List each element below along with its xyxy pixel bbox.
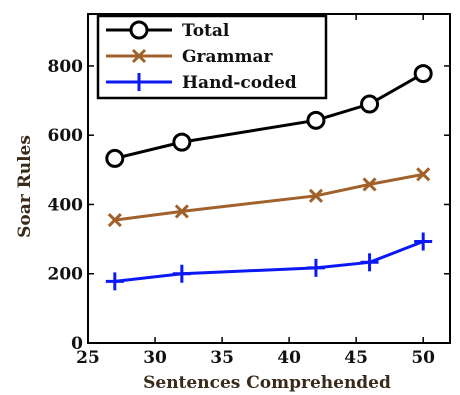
y-tick-label: 200 xyxy=(48,265,84,285)
data-point-grammar xyxy=(107,212,122,228)
legend-marker xyxy=(131,48,147,64)
data-point-total xyxy=(306,110,326,130)
plot-frame xyxy=(87,13,451,344)
data-point-hand-coded xyxy=(360,253,379,272)
x-tick-label: 40 xyxy=(277,348,301,368)
y-tick-label: 600 xyxy=(48,126,84,146)
y-tick-label: 0 xyxy=(71,334,83,354)
x-tick-label: 30 xyxy=(143,348,167,368)
data-point-total xyxy=(172,132,192,152)
data-point-grammar xyxy=(174,204,189,219)
plot-border xyxy=(87,13,451,344)
x-tick-label: 35 xyxy=(210,348,234,368)
legend-label: Hand-coded xyxy=(182,73,297,93)
series-hand-coded xyxy=(105,232,433,291)
data-point-total xyxy=(413,64,433,84)
y-axis-title: Soar Rules xyxy=(15,135,35,238)
x-axis-title: Sentences Comprehended xyxy=(143,373,391,393)
data-point-total xyxy=(360,94,380,114)
data-point-hand-coded xyxy=(414,232,433,251)
x-tick-label: 25 xyxy=(76,348,100,368)
x-tick-label: 45 xyxy=(344,348,368,368)
y-tick-label: 400 xyxy=(48,195,84,215)
series-layer xyxy=(105,64,433,291)
data-point-grammar xyxy=(308,188,323,203)
legend: Total Grammar Hand-coded xyxy=(96,14,328,100)
data-point-grammar xyxy=(416,167,431,182)
legend-entry-hand-coded: Hand-coded xyxy=(106,73,297,93)
legend-marker xyxy=(129,20,149,40)
x-tick-label: 50 xyxy=(411,348,435,368)
y-tick-label: 800 xyxy=(48,57,84,77)
data-point-hand-coded xyxy=(172,264,191,283)
legend-marker xyxy=(130,73,148,91)
y-axis-ticks: 0 200 400 600 800 xyxy=(48,57,450,354)
data-point-hand-coded xyxy=(105,272,124,291)
legend-label: Grammar xyxy=(182,47,273,67)
x-axis-ticks: 25 30 35 40 45 50 xyxy=(76,14,435,368)
data-point-hand-coded xyxy=(306,258,325,277)
series-grammar xyxy=(107,167,431,228)
legend-label: Total xyxy=(182,21,230,41)
legend-entry-total: Total xyxy=(106,20,230,41)
series-total xyxy=(105,64,433,168)
series-line-grammar xyxy=(114,172,424,222)
legend-entry-grammar: Grammar xyxy=(106,47,273,67)
data-point-grammar xyxy=(362,177,377,192)
data-point-total xyxy=(105,148,125,168)
